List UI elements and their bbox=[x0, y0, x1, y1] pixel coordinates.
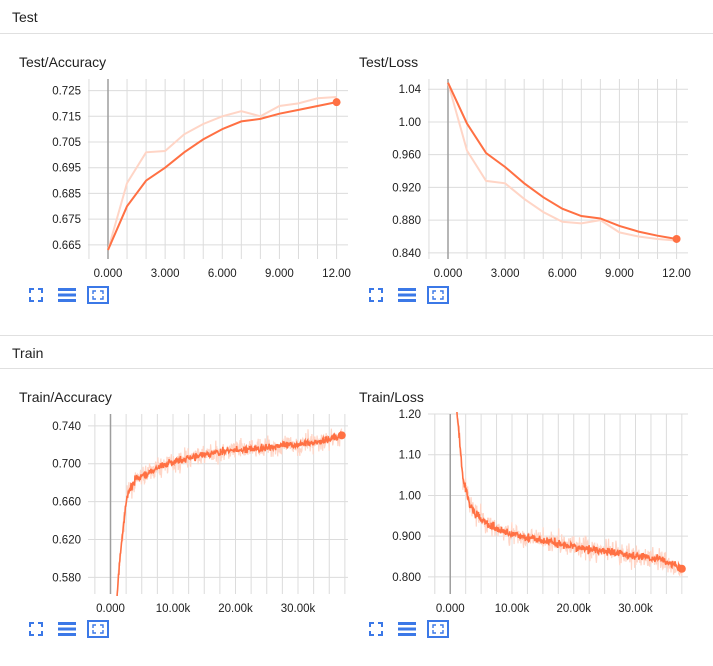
x-tick-label: 0.000 bbox=[94, 268, 123, 280]
x-tick-label: 9.000 bbox=[605, 268, 634, 280]
x-tick-label: 10.00k bbox=[156, 603, 191, 615]
data-table-button[interactable] bbox=[396, 287, 418, 307]
chart-title-test-accuracy: Test/Accuracy bbox=[19, 54, 107, 70]
series-end-point[interactable] bbox=[677, 564, 686, 573]
section-header-test[interactable]: Test bbox=[0, 0, 713, 34]
section-header-train[interactable]: Train bbox=[0, 335, 713, 369]
data-table-button[interactable] bbox=[396, 621, 418, 641]
data-table-button[interactable] bbox=[56, 287, 78, 307]
fullscreen-button[interactable] bbox=[365, 287, 387, 307]
y-tick-label: 0.695 bbox=[52, 163, 81, 175]
x-tick-label: 0.000 bbox=[434, 268, 463, 280]
x-tick-label: 30.00k bbox=[618, 603, 653, 615]
toolbar-test-accuracy bbox=[25, 285, 118, 309]
x-tick-label: 6.000 bbox=[548, 268, 577, 280]
series-line-smoothed bbox=[456, 412, 683, 573]
y-tick-label: 0.800 bbox=[392, 572, 421, 584]
x-tick-label: 10.00k bbox=[495, 603, 530, 615]
x-tick-label: 20.00k bbox=[556, 603, 591, 615]
y-tick-label: 0.685 bbox=[52, 188, 81, 200]
toolbar-train-loss bbox=[365, 619, 458, 643]
fit-domain-button[interactable] bbox=[87, 619, 109, 643]
toolbar-test-loss bbox=[365, 285, 458, 309]
y-tick-label: 0.900 bbox=[392, 531, 421, 543]
fit-domain-icon bbox=[87, 619, 109, 643]
test-loss-plot[interactable]: 0.840 0.880 0.920 0.960 1.00 1.04 0.000 3.000 6.… bbox=[392, 79, 691, 280]
chart-title-train-loss: Train/Loss bbox=[359, 389, 424, 405]
chart-title-train-accuracy: Train/Accuracy bbox=[19, 389, 112, 405]
y-tick-label: 0.580 bbox=[52, 572, 81, 584]
fullscreen-button[interactable] bbox=[25, 287, 47, 307]
series-line-raw bbox=[456, 412, 683, 576]
fullscreen-button[interactable] bbox=[365, 621, 387, 641]
section-title: Train bbox=[12, 345, 44, 361]
series-line-smoothed bbox=[107, 101, 337, 251]
data-table-icon bbox=[397, 621, 417, 642]
series-line-smoothed bbox=[116, 430, 343, 596]
fullscreen-icon bbox=[369, 621, 383, 641]
fit-domain-icon bbox=[427, 619, 449, 643]
train-accuracy-plot[interactable]: 0.580 0.620 0.660 0.700 0.740 0.000 10.00k 20.0… bbox=[52, 414, 348, 615]
toolbar-train-accuracy bbox=[25, 619, 118, 643]
series-end-point[interactable] bbox=[332, 98, 341, 107]
y-tick-label: 1.04 bbox=[399, 84, 422, 96]
fullscreen-icon bbox=[29, 621, 43, 641]
y-tick-label: 0.620 bbox=[52, 535, 81, 547]
y-tick-label: 1.00 bbox=[399, 117, 421, 129]
fit-domain-button[interactable] bbox=[427, 285, 449, 309]
x-tick-label: 12.00 bbox=[662, 268, 691, 280]
data-table-icon bbox=[57, 287, 77, 308]
y-tick-label: 0.660 bbox=[52, 497, 81, 509]
x-tick-label: 12.00 bbox=[322, 268, 351, 280]
y-tick-label: 0.705 bbox=[52, 137, 81, 149]
fit-domain-icon bbox=[87, 285, 109, 309]
y-tick-label: 0.665 bbox=[52, 240, 81, 252]
series-end-point[interactable] bbox=[672, 234, 681, 243]
x-tick-label: 20.00k bbox=[218, 603, 253, 615]
y-tick-label: 1.20 bbox=[399, 409, 421, 421]
data-table-button[interactable] bbox=[56, 621, 78, 641]
x-tick-label: 6.000 bbox=[208, 268, 237, 280]
y-tick-label: 0.920 bbox=[392, 182, 421, 194]
train-loss-plot[interactable]: 0.800 0.900 1.00 1.10 1.20 0.000 10.00k 20.00k 3… bbox=[392, 406, 688, 615]
x-tick-label: 0.000 bbox=[96, 603, 125, 615]
x-tick-label: 30.00k bbox=[281, 603, 316, 615]
y-tick-label: 0.960 bbox=[392, 150, 421, 162]
series-line-raw bbox=[447, 82, 677, 242]
fit-domain-icon bbox=[427, 285, 449, 309]
series-line-smoothed bbox=[447, 82, 677, 240]
x-tick-label: 9.000 bbox=[265, 268, 294, 280]
fullscreen-button[interactable] bbox=[25, 621, 47, 641]
y-tick-label: 1.00 bbox=[399, 490, 421, 502]
y-tick-label: 0.840 bbox=[392, 248, 421, 260]
fit-domain-button[interactable] bbox=[427, 619, 449, 643]
fit-domain-button[interactable] bbox=[87, 285, 109, 309]
y-tick-label: 0.715 bbox=[52, 111, 81, 123]
x-tick-label: 3.000 bbox=[491, 268, 520, 280]
y-tick-label: 0.740 bbox=[52, 421, 81, 433]
y-tick-label: 1.10 bbox=[399, 450, 421, 462]
test-accuracy-plot[interactable]: 0.665 0.675 0.685 0.695 0.705 0.715 0.725 0.000… bbox=[52, 79, 351, 280]
y-tick-label: 0.700 bbox=[52, 459, 81, 471]
y-tick-label: 0.880 bbox=[392, 215, 421, 227]
x-tick-label: 0.000 bbox=[436, 603, 465, 615]
x-tick-label: 3.000 bbox=[151, 268, 180, 280]
data-table-icon bbox=[397, 287, 417, 308]
y-tick-label: 0.675 bbox=[52, 214, 81, 226]
fullscreen-icon bbox=[29, 287, 43, 307]
section-title: Test bbox=[12, 9, 38, 25]
y-tick-label: 0.725 bbox=[52, 86, 81, 98]
chart-title-test-loss: Test/Loss bbox=[359, 54, 419, 70]
series-end-point[interactable] bbox=[337, 431, 346, 440]
data-table-icon bbox=[57, 621, 77, 642]
series-line-raw bbox=[107, 96, 337, 251]
fullscreen-icon bbox=[369, 287, 383, 307]
